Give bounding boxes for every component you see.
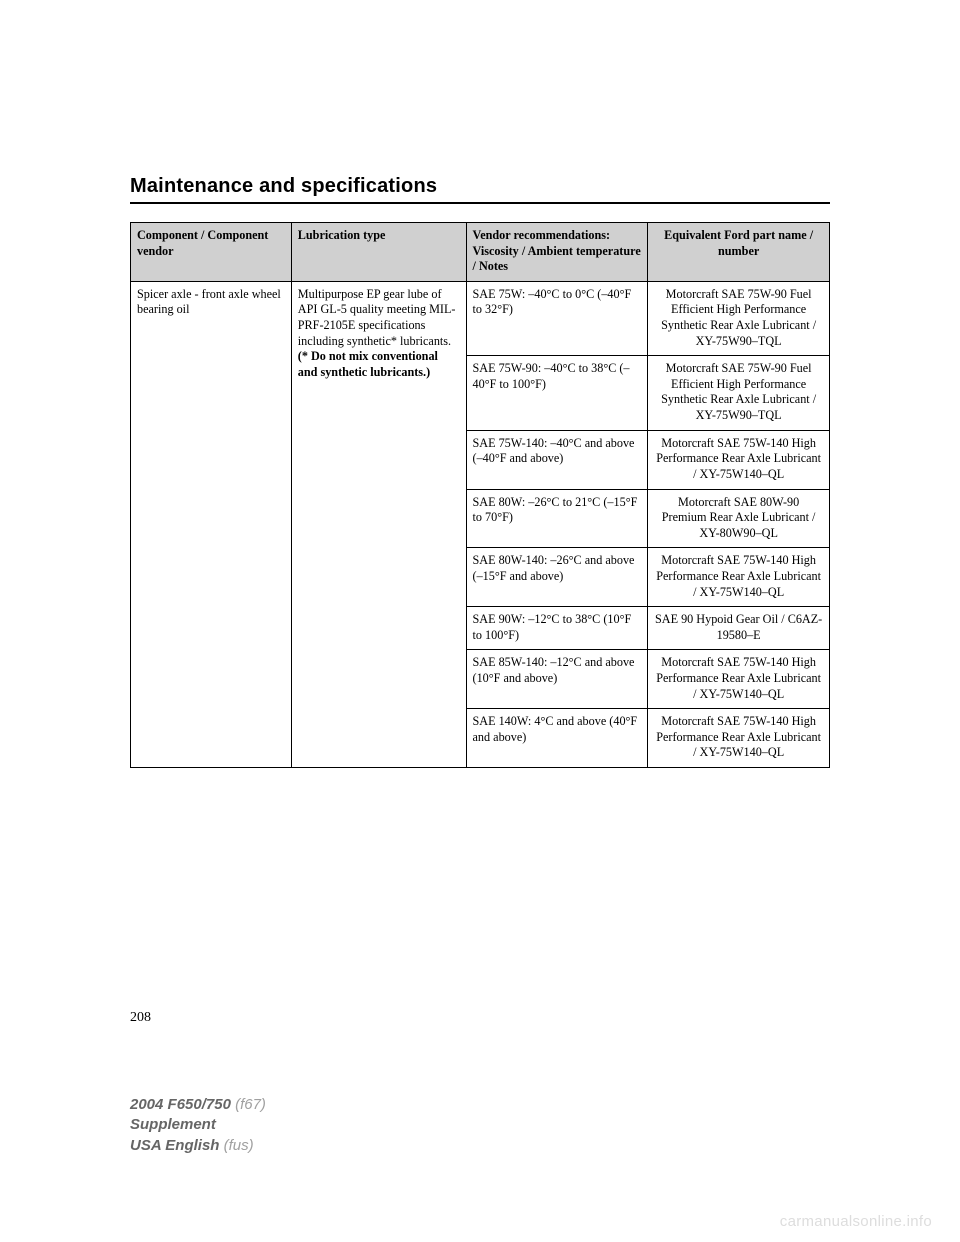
viscosity-cell: SAE 80W-140: –26°C and above (–15°F and … bbox=[466, 548, 648, 607]
equivalent-cell: Motorcraft SAE 75W-140 High Performance … bbox=[648, 709, 830, 768]
watermark: carmanualsonline.info bbox=[780, 1213, 932, 1230]
footer-line-3: USA English (fus) bbox=[130, 1136, 266, 1156]
footer-line-1: 2004 F650/750 (f67) bbox=[130, 1095, 266, 1115]
viscosity-cell: SAE 85W-140: –12°C and above (10°F and a… bbox=[466, 650, 648, 709]
footer-line-2: Supplement bbox=[130, 1115, 266, 1135]
component-cell: Spicer axle - front axle wheel bearing o… bbox=[131, 281, 292, 767]
lubrication-cell: Multipurpose EP gear lube of API GL-5 qu… bbox=[291, 281, 466, 767]
equivalent-cell: Motorcraft SAE 75W-90 Fuel Efficient Hig… bbox=[648, 356, 830, 430]
table-row: Spicer axle - front axle wheel bearing o… bbox=[131, 281, 830, 355]
footer-model: 2004 F650/750 bbox=[130, 1096, 231, 1113]
col-header-equivalent: Equivalent Ford part name / number bbox=[648, 223, 830, 282]
table-header-row: Component / Component vendor Lubrication… bbox=[131, 223, 830, 282]
viscosity-cell: SAE 75W-140: –40°C and above (–40°F and … bbox=[466, 430, 648, 489]
equivalent-cell: Motorcraft SAE 75W-140 High Performance … bbox=[648, 430, 830, 489]
equivalent-cell: Motorcraft SAE 75W-90 Fuel Efficient Hig… bbox=[648, 281, 830, 355]
footer-code-1: (f67) bbox=[231, 1096, 266, 1113]
section-title: Maintenance and specifications bbox=[130, 175, 437, 198]
section-header: Maintenance and specifications bbox=[130, 175, 830, 198]
header-rule bbox=[130, 202, 830, 204]
lubrication-text: Multipurpose EP gear lube of API GL-5 qu… bbox=[298, 287, 456, 348]
footer: 2004 F650/750 (f67) Supplement USA Engli… bbox=[130, 1095, 266, 1156]
col-header-vendor: Vendor recommendations: Viscosity / Ambi… bbox=[466, 223, 648, 282]
col-header-component: Component / Component vendor bbox=[131, 223, 292, 282]
viscosity-cell: SAE 75W: –40°C to 0°C (–40°F to 32°F) bbox=[466, 281, 648, 355]
equivalent-cell: Motorcraft SAE 75W-140 High Performance … bbox=[648, 650, 830, 709]
page-number: 208 bbox=[130, 1010, 151, 1026]
equivalent-cell: Motorcraft SAE 80W-90 Premium Rear Axle … bbox=[648, 489, 830, 548]
footer-lang: USA English bbox=[130, 1137, 219, 1154]
equivalent-cell: Motorcraft SAE 75W-140 High Performance … bbox=[648, 548, 830, 607]
viscosity-cell: SAE 75W-90: –40°C to 38°C (–40°F to 100°… bbox=[466, 356, 648, 430]
equivalent-cell: SAE 90 Hypoid Gear Oil / C6AZ-19580–E bbox=[648, 607, 830, 650]
page-content: Maintenance and specifications Component… bbox=[130, 175, 830, 768]
viscosity-cell: SAE 80W: –26°C to 21°C (–15°F to 70°F) bbox=[466, 489, 648, 548]
lubrication-warning: (* Do not mix conventional and synthetic… bbox=[298, 349, 438, 379]
col-header-lubrication: Lubrication type bbox=[291, 223, 466, 282]
lubrication-table: Component / Component vendor Lubrication… bbox=[130, 222, 830, 768]
viscosity-cell: SAE 140W: 4°C and above (40°F and above) bbox=[466, 709, 648, 768]
footer-code-2: (fus) bbox=[219, 1137, 253, 1154]
viscosity-cell: SAE 90W: –12°C to 38°C (10°F to 100°F) bbox=[466, 607, 648, 650]
